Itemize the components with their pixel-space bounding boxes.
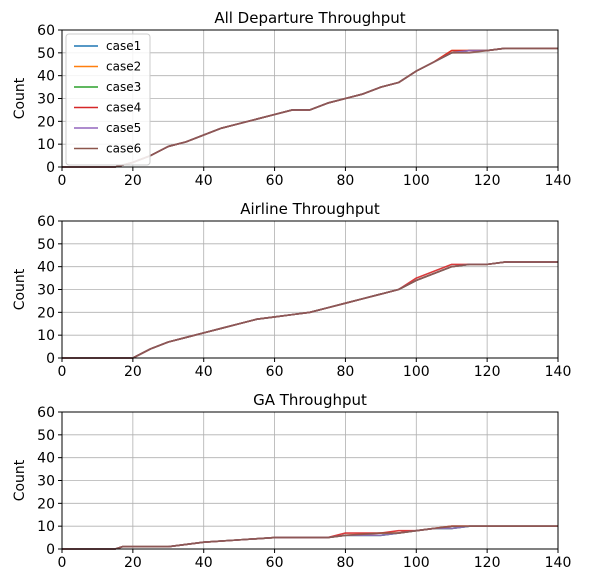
y-tick-label: 50	[37, 428, 55, 444]
y-tick-label: 50	[37, 237, 55, 253]
x-tick-label: 40	[195, 364, 213, 380]
x-tick-label: 0	[58, 173, 67, 189]
x-tick-label: 120	[474, 173, 501, 189]
x-tick-label: 40	[195, 173, 213, 189]
y-tick-label: 0	[46, 160, 55, 176]
y-tick-label: 0	[46, 351, 55, 367]
x-tick-label: 20	[124, 555, 142, 571]
x-tick-label: 40	[195, 555, 213, 571]
y-tick-label: 30	[37, 92, 55, 108]
chart-title: All Departure Throughput	[214, 9, 405, 27]
legend-label-case6: case6	[106, 142, 141, 156]
y-tick-label: 20	[37, 114, 55, 130]
y-tick-label: 40	[37, 451, 55, 467]
chart-panel-3: 0 20 40 60 80 100 120 140 0 10 20 30 40 50 60 GA Throug…	[12, 391, 571, 571]
x-tick-label: 60	[266, 364, 284, 380]
y-tick-label: 30	[37, 283, 55, 299]
legend-label-case1: case1	[106, 39, 141, 53]
series-line-2	[62, 261, 558, 359]
x-tick-label: 80	[337, 555, 355, 571]
legend-label-case2: case2	[106, 60, 141, 74]
series-line-6	[62, 525, 558, 550]
y-tick-label: 10	[37, 137, 55, 153]
series-line-6	[62, 47, 558, 168]
x-tick-label: 60	[266, 555, 284, 571]
series-line-6	[62, 261, 558, 359]
y-tick-label: 60	[37, 23, 55, 39]
x-tick-label: 0	[58, 364, 67, 380]
x-tick-label: 80	[337, 364, 355, 380]
y-axis-label: Count	[12, 459, 28, 501]
chart-title: GA Throughput	[253, 391, 367, 409]
y-tick-label: 0	[46, 542, 55, 558]
x-tick-label: 140	[545, 364, 572, 380]
y-tick-label: 20	[37, 305, 55, 321]
chart-panel-2: 0 20 40 60 80 100 120 140 0 10 20 30 40 50 60 Airline T…	[12, 200, 571, 380]
y-tick-label: 10	[37, 519, 55, 535]
y-tick-label: 30	[37, 474, 55, 490]
y-tick-label: 40	[37, 69, 55, 85]
y-axis-label: Count	[12, 268, 28, 310]
x-tick-label: 20	[124, 173, 142, 189]
x-tick-label: 100	[403, 364, 430, 380]
x-tick-label: 120	[474, 555, 501, 571]
x-tick-label: 100	[403, 555, 430, 571]
series-line-5	[62, 261, 558, 359]
series-line-3	[62, 261, 558, 359]
y-tick-label: 60	[37, 214, 55, 230]
x-tick-label: 120	[474, 364, 501, 380]
chart-title: Airline Throughput	[240, 200, 380, 218]
series-line-4	[62, 261, 558, 359]
series-line-1	[62, 261, 558, 359]
x-tick-label: 60	[266, 173, 284, 189]
y-axis-label: Count	[12, 77, 28, 119]
x-tick-label: 80	[337, 173, 355, 189]
y-tick-label: 50	[37, 46, 55, 62]
x-tick-label: 140	[545, 555, 572, 571]
x-tick-label: 0	[58, 555, 67, 571]
legend-label-case3: case3	[106, 80, 141, 94]
legend-label-case4: case4	[106, 101, 141, 115]
y-tick-label: 20	[37, 496, 55, 512]
x-tick-label: 100	[403, 173, 430, 189]
y-tick-label: 40	[37, 260, 55, 276]
legend-label-case5: case5	[106, 121, 141, 135]
x-tick-label: 20	[124, 364, 142, 380]
y-tick-label: 60	[37, 405, 55, 421]
x-tick-label: 140	[545, 173, 572, 189]
y-tick-label: 10	[37, 328, 55, 344]
chart-panel-1: 0 20 40 60 80 100 120 140 0 10 20 30 40 50 60 All Depar…	[12, 9, 571, 189]
